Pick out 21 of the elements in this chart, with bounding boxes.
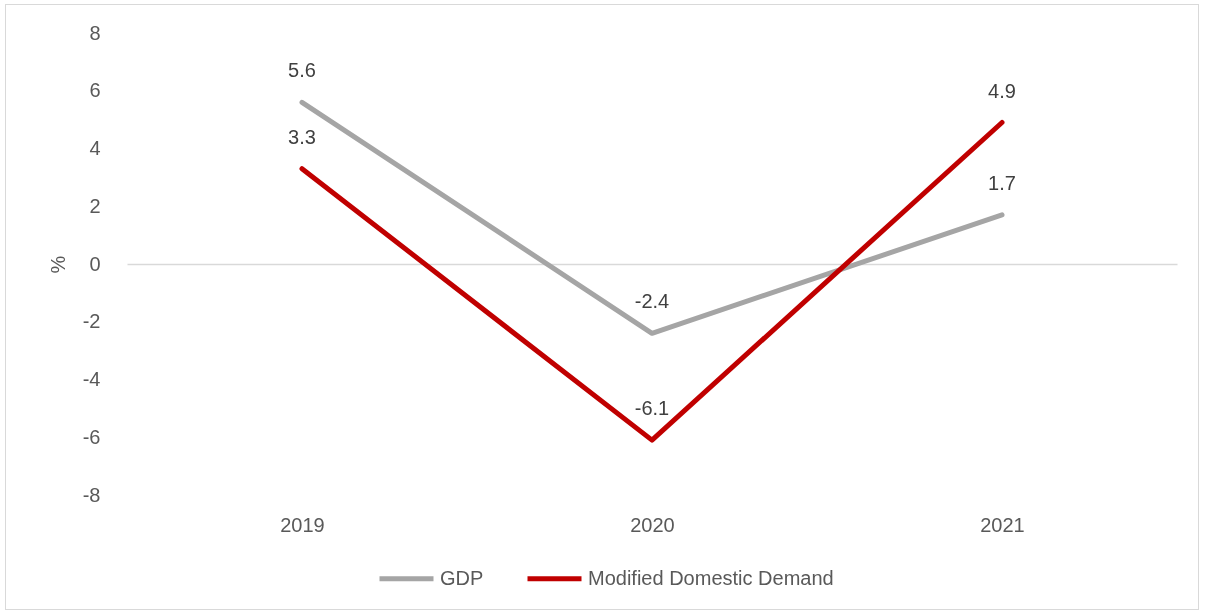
y-tick-label: -8 xyxy=(82,483,101,506)
y-tick-label: -4 xyxy=(82,368,101,390)
data-label: -6.1 xyxy=(634,397,670,420)
y-tick-label: 6 xyxy=(89,79,101,102)
x-tick-label: 2019 xyxy=(280,513,325,536)
data-label: -2.4 xyxy=(634,290,670,313)
y-tick-label: 2 xyxy=(89,194,101,217)
y-tick-label: -6 xyxy=(82,425,101,448)
data-label: 1.7 xyxy=(988,171,1016,194)
legend-label: Modified Domestic Demand xyxy=(588,566,834,589)
x-tick-label: 2020 xyxy=(630,513,675,536)
data-label: 4.9 xyxy=(988,79,1016,102)
y-tick-label: 0 xyxy=(89,252,101,275)
y-tick-label: -2 xyxy=(82,310,101,333)
x-tick-label: 2021 xyxy=(980,513,1025,536)
y-tick-label: 8 xyxy=(89,21,101,44)
data-label: 3.3 xyxy=(288,125,316,148)
y-tick-label: 4 xyxy=(89,137,101,159)
legend-label: GDP xyxy=(440,566,484,589)
y-axis-title: % xyxy=(46,255,69,274)
data-label: 5.6 xyxy=(288,59,316,82)
